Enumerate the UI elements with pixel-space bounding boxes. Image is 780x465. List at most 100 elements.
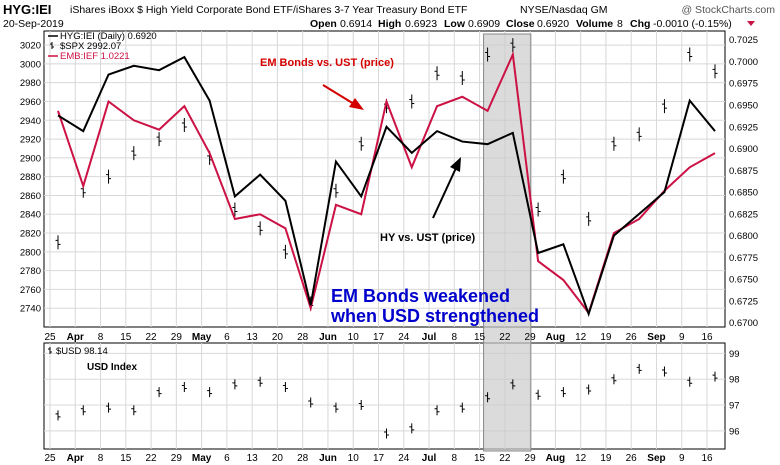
lower-tick-label: 97 [729,401,740,412]
left-axis-ticks: 2740 2760 2780 2800 2820 2840 2860 2880 2900 2920… [20,41,41,315]
chart-exchange: NYSE/Nasdaq GM [520,4,608,16]
spx-bar [712,64,718,79]
spx-bar [156,132,162,147]
annotation-weakened-line2: when USD strengthened [330,306,539,326]
left-tick-label: 2800 [20,247,41,258]
shaded-region [483,33,532,452]
right-tick-label: 0.7025 [729,35,758,46]
usd-bar [510,379,516,390]
spx-bar [282,244,288,259]
spx-bar [106,169,112,184]
open-value: 0.6914 [340,18,372,30]
spx-bar [661,99,667,114]
spx-bar [586,211,592,226]
x-tick-label: Aug [546,453,565,464]
usd-bar [308,397,314,408]
spx-bar [358,136,364,151]
usd-bar [535,389,541,400]
volume-value: 8 [617,18,623,30]
chart-description: iShares iBoxx $ High Yield Corporate Bon… [70,4,467,16]
spx-bar [333,183,339,198]
x-tick-label: 24 [398,453,410,464]
spx-bar [459,70,465,85]
x-tick-label: 8 [98,332,104,343]
left-tick-label: 2960 [20,97,41,108]
close-label: Close [506,18,535,30]
spx-bar [485,47,491,62]
spx-bar [611,136,617,151]
usd-bar [156,387,162,398]
right-tick-label: 0.6875 [729,166,758,177]
spx-bar [560,169,566,184]
open-label: Open [310,18,337,30]
left-tick-label: 2900 [20,153,41,164]
x-tick-label: 20 [272,453,284,464]
right-axis-ticks: 0.6700 0.6725 0.6750 0.6775 0.6800 0.6825 0.68… [729,35,758,329]
x-axis-ticks-main: 25 Apr 8 15 22 29 May 6 13 20 28 Jun 10 17 24 Jul 8 15 22 2… [44,332,713,343]
x-tick-label: 9 [679,332,685,343]
spx-bar [409,94,415,109]
right-tick-label: 0.6775 [729,253,758,264]
chg-label: Chg [630,18,650,30]
x-tick-label: 29 [171,332,183,343]
x-tick-label: May [192,332,212,343]
x-tick-label: Jul [422,453,437,464]
lower-axis-ticks: 96 97 98 99 [729,349,740,438]
x-tick-label: 8 [98,453,104,464]
right-tick-label: 0.6900 [729,144,758,155]
main-legend: HYG:IEI (Daily) 0.6920 $SPX 2992.07 EMB:… [48,31,157,62]
x-tick-label: May [192,453,212,464]
spx-bar [257,221,263,236]
left-tick-label: 2920 [20,135,41,146]
x-tick-label: 25 [44,453,56,464]
x-tick-label: 10 [348,332,360,343]
chg-value: -0.0010 (-0.15%) [653,18,732,30]
left-tick-label: 2740 [20,304,41,315]
emb-line [57,50,716,316]
lower-legend: $USD 98.14 USD Index [48,346,137,373]
shade-layer [483,33,532,452]
annotation-hy: HY vs. UST (price) [380,232,475,244]
arrow-red-icon [322,84,364,110]
x-tick-label: Apr [67,332,84,343]
usd-bar [282,381,288,392]
x-tick-label: 15 [120,332,132,343]
spx-bar [181,117,187,132]
spx-bar [636,127,642,142]
right-tick-label: 0.6825 [729,209,758,220]
usd-bar [459,402,465,413]
usd-bar [586,384,592,395]
low-label: Low [444,18,466,30]
left-tick-label: 2940 [20,116,41,127]
x-tick-label: 10 [348,453,360,464]
x-tick-label: Aug [546,332,565,343]
legend-hyg: HYG:IEI (Daily) 0.6920 [60,31,157,42]
x-tick-label: 22 [146,453,158,464]
x-tick-label: Jul [422,332,437,343]
high-label: High [378,18,401,30]
usd-bar [55,410,61,421]
left-tick-label: 2840 [20,210,41,221]
x-tick-label: 6 [224,453,230,464]
chg-down-icon [747,21,755,26]
usd-bar [661,366,667,377]
usd-bar [384,428,389,439]
usd-bar [333,402,339,413]
left-tick-label: 3000 [20,59,41,70]
spx-bar [510,38,516,53]
usd-bar [232,379,238,390]
right-tick-label: 0.6950 [729,101,758,112]
main-grid [44,31,725,327]
x-tick-label: 17 [373,332,385,343]
usd-bar [611,374,617,385]
annotation-weakened-line1: EM Bonds weakened [331,286,510,306]
x-tick-label: Jun [319,332,337,343]
x-axis-ticks-lower: 25 Apr 8 15 22 29 May 6 13 20 28 Jun 10 17 24 Jul 8 15 22 2… [44,453,713,464]
x-tick-label: 26 [626,453,638,464]
x-tick-label: 15 [120,453,132,464]
lower-tick-label: 99 [729,349,740,360]
chart-symbol: HYG:IEI [3,2,51,17]
spx-bar [687,47,693,62]
x-tick-label: 19 [600,453,612,464]
